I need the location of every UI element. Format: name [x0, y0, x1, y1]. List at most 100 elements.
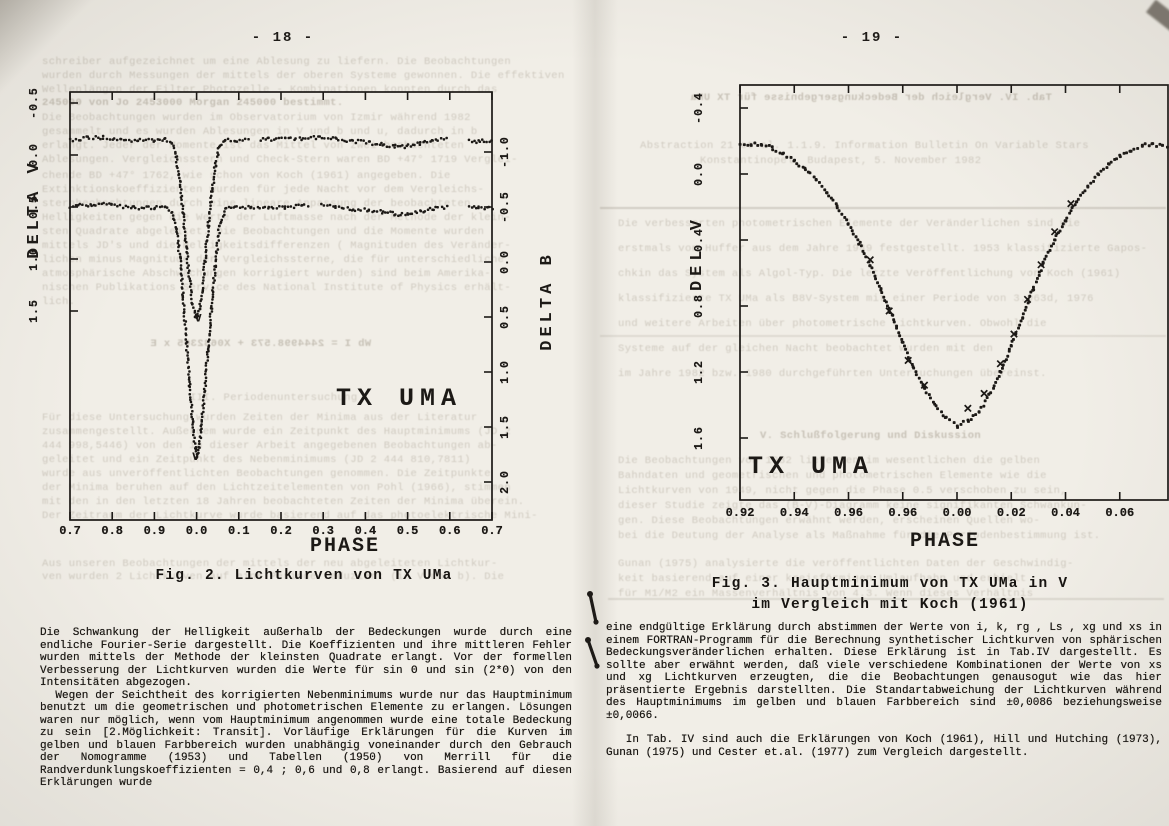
- bleedthrough-text: Die Beobachtungen wurden im Observatoriu…: [42, 112, 471, 124]
- y-tick-label: 0.0: [693, 162, 706, 186]
- x-tick-label: 0.04: [1051, 506, 1080, 520]
- x-tick-label: 0.96: [888, 506, 918, 520]
- left-paragraph-1: Die Schwankung der Helligkeit außerhalb …: [40, 627, 572, 689]
- bleedthrough-text: nischen Publikations Service des Nationa…: [42, 282, 512, 294]
- bleedthrough-text: 444 998,5446) von den in dieser Arbeit a…: [42, 440, 498, 452]
- x-tick-label: 0.9: [143, 524, 166, 538]
- x-tick-label: 0.1: [227, 524, 250, 538]
- x-tick-label: 0.94: [779, 506, 809, 520]
- x-tick-label: 0.7: [59, 524, 81, 538]
- y-tick-label: 0.4: [693, 228, 706, 252]
- bleedthrough-text: im Jahre 1982 bzw. 1980 durchgeführten U…: [618, 368, 1047, 380]
- bleedthrough-text: Aus unseren Beobachtungen der mittels de…: [42, 558, 498, 570]
- y-tick-label: 1.0: [28, 247, 41, 271]
- bleedthrough-text: ven wurden 2 Lichtkurven auf eine Period…: [42, 571, 505, 583]
- right-page-body: eine endgültige Erklärung durch abstimme…: [606, 622, 1162, 759]
- bleedthrough-text: atmosphärische Abschwächungen korrigiert…: [42, 268, 491, 280]
- bleedthrough-text: Der Zeitraum der Lichtkurve wurde basier…: [42, 510, 538, 522]
- y-tick-label: 0.0: [499, 250, 512, 274]
- bleedthrough-text: erlangt. Jeder der Momente ist das Mitte…: [42, 140, 465, 152]
- fig2-y-axis-right-label: DELTA B: [538, 251, 557, 351]
- scan-artifact-top-right: [1145, 0, 1169, 41]
- bleedthrough-text: lich.: [42, 296, 76, 308]
- bleedthrough-text: mit den in den letzten 18 Jahren beobach…: [42, 496, 525, 508]
- bleedthrough-text: geleitet und ein Zeitpunkt des Nebenmini…: [42, 454, 471, 466]
- bleedthrough-text: Konstantinopel, Budapest, 5. November 19…: [700, 155, 982, 167]
- fig3-inset-title: TX UMA: [748, 452, 875, 481]
- x-tick-label: 0.92: [725, 506, 755, 520]
- bleedthrough-text: gesammelt und es wurden Ablesungen in V …: [42, 126, 478, 138]
- bleedthrough-text: zusammengestellt. Außerdem wurde ein Zei…: [42, 426, 512, 438]
- bleedthrough-text: Für diese Untersuchung wurden Zeiten der…: [42, 412, 478, 424]
- fig3-caption-line2: im Vergleich mit Koch (1961): [751, 597, 1029, 613]
- bleedthrough-text: dieser Studie zeigte das (B-V)-Diagramm …: [618, 500, 1088, 512]
- x-tick-label: 0.5: [396, 524, 419, 538]
- left-paragraph-2: Wegen der Seichtheit des korrigierten Ne…: [40, 689, 572, 790]
- bleedthrough-text: lichen minus Magnitude der Vergleichsste…: [42, 254, 505, 266]
- right-paragraph-2: In Tab. IV sind auch die Erklärungen von…: [606, 734, 1162, 759]
- x-tick-label: 0.8: [101, 524, 123, 538]
- bleedthrough-text: Lichtkurven von 1949, nicht gegen die Ph…: [618, 485, 1067, 497]
- bleedthrough-text: keit basierend auf einer kreisförmigen U…: [618, 573, 1027, 585]
- bleedthrough-text: 245000 von Jo 2453000 Morgan 245000 best…: [42, 97, 344, 109]
- bleedthrough-text: Helligkeiten gegen die Werte der Luftmas…: [42, 212, 512, 224]
- x-tick-label: 0.6: [438, 524, 461, 538]
- bleedthrough-text: der Minima beruhen auf den Lichtzeitelem…: [42, 482, 512, 494]
- x-tick-label: 0.02: [996, 506, 1026, 520]
- x-tick-label: 0.96: [834, 506, 863, 520]
- svg-text:v: v: [194, 310, 202, 325]
- x-tick-label: 0.0: [185, 524, 208, 538]
- scan-shadow-top-left: [0, 0, 142, 96]
- bleedthrough-text: und weitere Arbeiten über photometrische…: [618, 318, 1047, 330]
- bleedthrough-text: chende BD +47° 1762, wie schon von Koch …: [42, 170, 451, 182]
- fig2-caption: Fig. 2. Lichtkurven von TX UMa: [155, 568, 453, 584]
- bleedthrough-text: III. Periodenuntersuchung: [190, 392, 358, 404]
- bleedthrough-text: Tab. IV. Vergleich der Bedeckungsergebni…: [690, 92, 1052, 104]
- bleedthrough-text: für M1/M2 ein Massenverhältnis von 4.3. …: [618, 588, 1034, 600]
- y-tick-label: 1.5: [499, 415, 512, 439]
- x-tick-label: 0.00: [942, 506, 972, 520]
- bleedthrough-text: wurde aus unveröffentlichten Beobachtung…: [42, 468, 491, 480]
- fig2-inset-title: TX UMA: [336, 384, 463, 413]
- y-tick-label: -1.0: [499, 136, 512, 168]
- y-tick-label: -0.5: [499, 191, 512, 223]
- bleed-rule: [600, 335, 1166, 337]
- fig2-x-axis-label: PHASE: [309, 535, 380, 558]
- bleedthrough-text: schreiber aufgezeichnet um eine Ablesung…: [42, 56, 512, 68]
- x-tick-label: 0.2: [270, 524, 292, 538]
- bleedthrough-text: Ablesungen. Vergleichsstern und Check-St…: [42, 154, 518, 166]
- bleedthrough-text: sternbeobachtungen durch eine lineare An…: [42, 198, 471, 210]
- y-tick-label: 0.0: [28, 143, 41, 167]
- bleedthrough-text: Gunan (1975) analysierte die veröffentli…: [618, 558, 1074, 570]
- bleedthrough-text: Abstraction 21 et al. 1.1.9. Information…: [640, 140, 1089, 152]
- bleed-rule: [600, 207, 1166, 209]
- y-tick-label: 0.8: [693, 294, 706, 318]
- y-tick-label: 1.2: [693, 360, 706, 384]
- y-tick-label: -0.4: [693, 92, 706, 124]
- fig3-caption-line1: Fig. 3. Hauptminimum von TX UMa in V: [711, 576, 1069, 592]
- bleedthrough-text: sten Quadrate abgeleitet. Die Beobachtun…: [42, 226, 485, 238]
- x-tick-label: 0.3: [312, 524, 334, 538]
- x-tick-label: 0.7: [481, 524, 503, 538]
- bleedthrough-text: bei die Deutung der Analyse als Maßnahme…: [618, 530, 1101, 542]
- bleedthrough-text: Extinktionskoeffizienten wurden für jede…: [42, 184, 485, 196]
- left-page-body: Die Schwankung der Helligkeit außerhalb …: [40, 627, 572, 790]
- y-tick-label: 0.5: [499, 305, 512, 329]
- page-number-19: - 19 -: [840, 30, 904, 46]
- bleedthrough-text: mittels JD's und die Helligkeitsdifferen…: [42, 240, 512, 252]
- bleedthrough-text: Wb I = 2444998.573 + X0632305 x E: [150, 338, 372, 350]
- y-tick-label: 0.5: [28, 195, 41, 219]
- bleedthrough-text: Systeme auf der gleichen Nacht beobachte…: [618, 343, 994, 355]
- x-tick-label: 0.4: [354, 524, 377, 538]
- x-tick-label: 0.06: [1105, 506, 1135, 520]
- bleed-rule: [608, 598, 1164, 600]
- page-number-18: - 18 -: [251, 30, 315, 46]
- page-gutter-shadow: [572, 0, 618, 826]
- y-tick-label: 1.5: [28, 299, 41, 323]
- y-tick-label: 1.0: [499, 360, 512, 384]
- right-paragraph-1: eine endgültige Erklärung durch abstimme…: [606, 622, 1162, 722]
- bleedthrough-text: wurden durch Messungen der mittels der o…: [42, 70, 565, 82]
- bleedthrough-text: V. Schlußfolgerung und Diskussion: [760, 430, 982, 442]
- y-tick-label: 1.6: [693, 426, 706, 450]
